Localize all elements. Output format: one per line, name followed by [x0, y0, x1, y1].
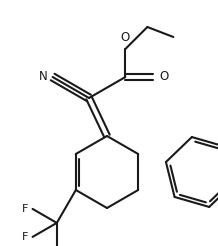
Text: F: F: [22, 232, 29, 242]
Text: O: O: [159, 71, 169, 83]
Text: F: F: [22, 204, 29, 214]
Text: N: N: [39, 71, 48, 83]
Text: O: O: [121, 31, 130, 44]
